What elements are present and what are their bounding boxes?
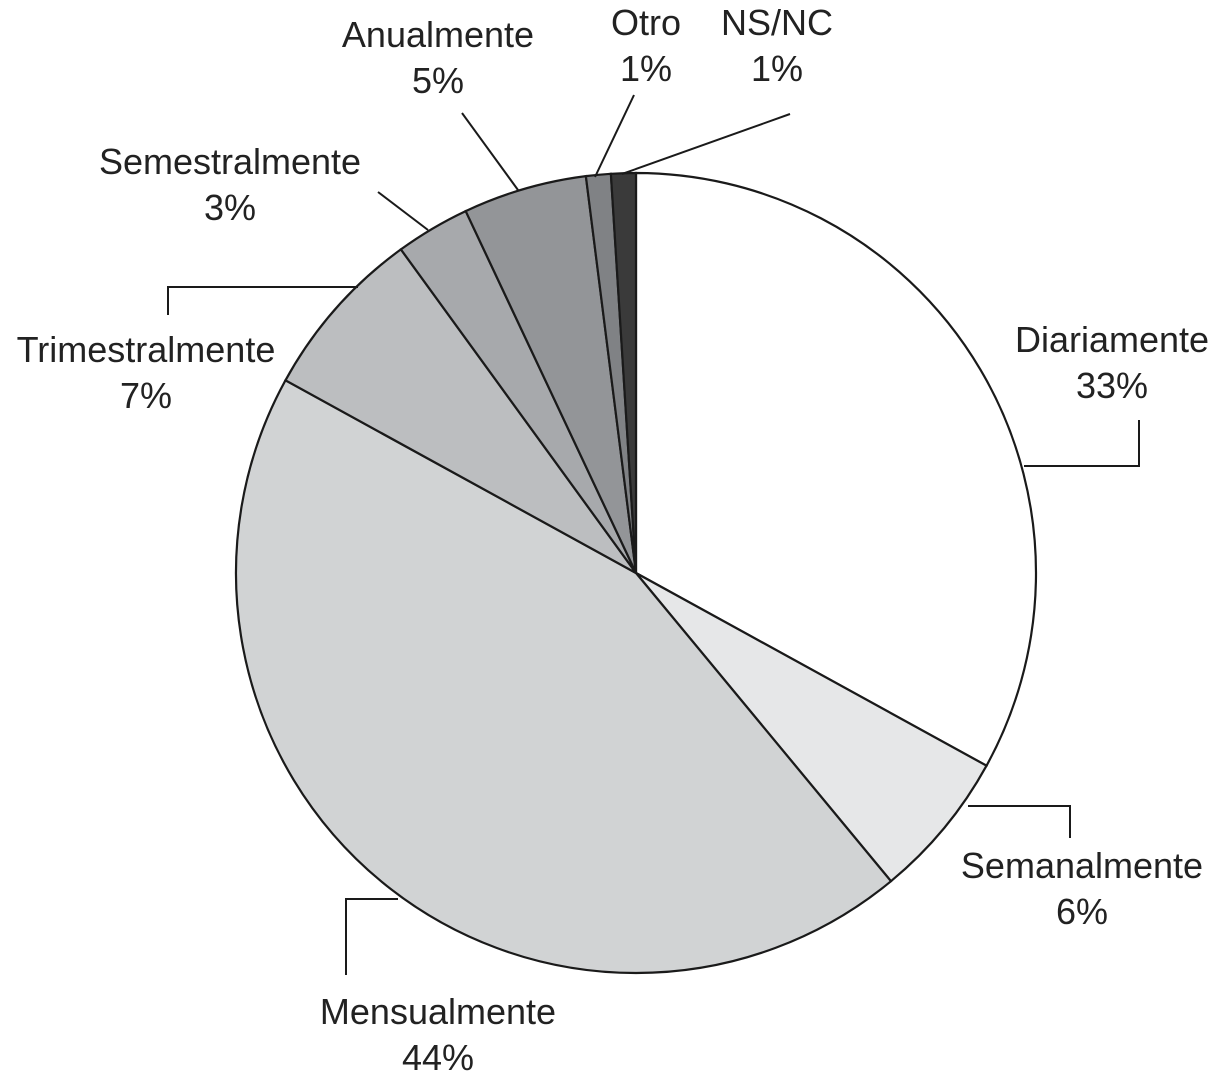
- slice-value-otro: 1%: [620, 48, 672, 89]
- leader-line-otro: [594, 94, 635, 178]
- leader-line-semanalmente: [968, 805, 1071, 838]
- leader-line-diariamente: [1024, 420, 1140, 467]
- leader-line-semestralmente: [377, 191, 429, 231]
- pie-slice-mensualmente: [234, 378, 893, 975]
- slice-label-semanalmente: Semanalmente: [961, 845, 1203, 886]
- slice-label-anualmente: Anualmente: [342, 14, 534, 55]
- slice-label-ns-nc: NS/NC: [721, 2, 833, 43]
- leader-lines: [167, 94, 1140, 975]
- leader-line-mensualmente: [345, 898, 398, 975]
- leader-line-trimestralmente: [167, 286, 358, 315]
- pie-slices: [234, 171, 1038, 975]
- slice-value-anualmente: 5%: [412, 60, 464, 101]
- slice-label-mensualmente: Mensualmente: [320, 991, 556, 1032]
- slice-label-diariamente: Diariamente: [1015, 319, 1209, 360]
- leader-line-ns-nc: [621, 113, 791, 175]
- leader-line-anualmente: [461, 112, 519, 191]
- slice-value-ns-nc: 1%: [751, 48, 803, 89]
- slice-value-semanalmente: 6%: [1056, 891, 1108, 932]
- pie-slice-diariamente: [634, 171, 1038, 768]
- slice-value-mensualmente: 44%: [402, 1037, 474, 1078]
- slice-label-otro: Otro: [611, 2, 681, 43]
- slice-value-diariamente: 33%: [1076, 365, 1148, 406]
- slice-label-semestralmente: Semestralmente: [99, 141, 361, 182]
- pie-slice-semanalmente: [635, 572, 989, 883]
- slice-value-semestralmente: 3%: [204, 187, 256, 228]
- slice-value-trimestralmente: 7%: [120, 375, 172, 416]
- slice-labels: Diariamente 33% Semanalmente 6% Mensualmente…: [17, 2, 1209, 1078]
- slice-label-trimestralmente: Trimestralmente: [17, 329, 276, 370]
- pie-slice-trimestralmente: [283, 247, 637, 574]
